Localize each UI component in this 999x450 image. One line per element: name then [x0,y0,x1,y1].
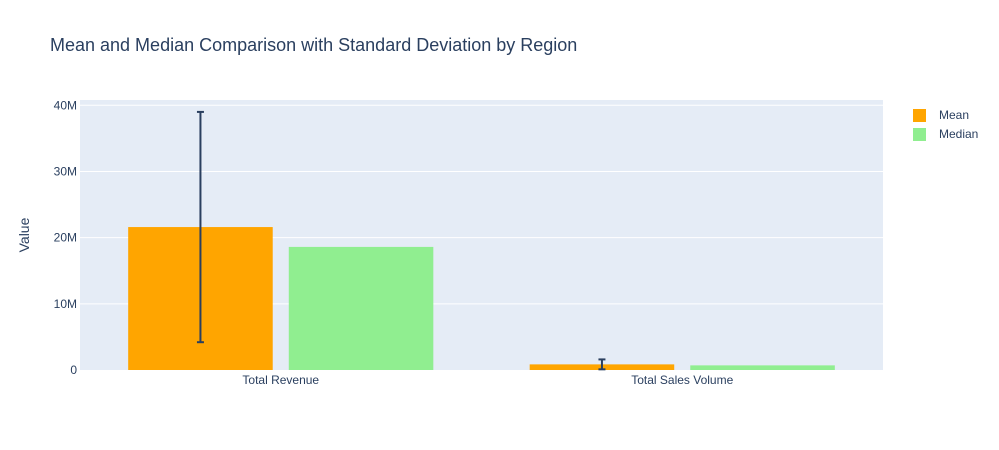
y-axis-title: Value [16,217,32,252]
bar-median-1 [690,365,835,370]
x-tick-label: Total Sales Volume [631,373,733,387]
chart-title: Mean and Median Comparison with Standard… [50,35,577,55]
y-tick-label: 20M [54,231,77,245]
y-tick-label: 30M [54,164,77,178]
error-bars [196,110,606,371]
y-axis-ticks: 0 10M 20M 30M 40M [54,98,78,377]
y-tick-label: 40M [54,98,77,112]
legend-swatch-mean[interactable] [913,109,926,122]
y-tick-label: 10M [54,297,77,311]
bar-median-0 [288,246,434,370]
legend[interactable]: Mean Median [913,108,978,141]
legend-label-mean[interactable]: Mean [939,108,969,122]
legend-swatch-median[interactable] [913,128,926,141]
y-tick-label: 0 [70,363,77,377]
legend-label-median[interactable]: Median [939,127,978,141]
x-tick-label: Total Revenue [242,373,319,387]
x-axis-ticks: Total Revenue Total Sales Volume [242,373,733,387]
